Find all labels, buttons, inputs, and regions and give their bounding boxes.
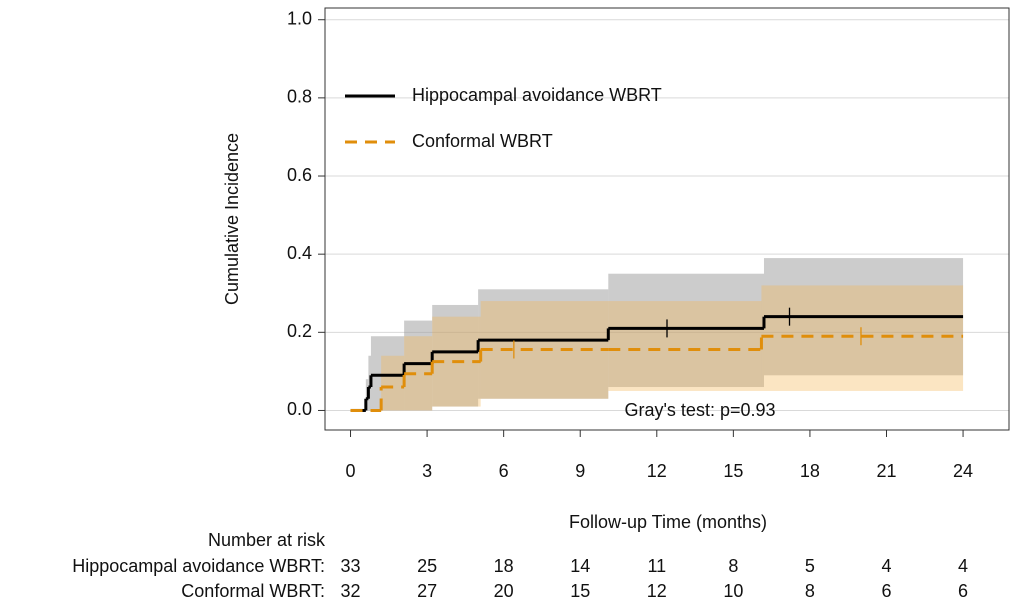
risk-count: 5 xyxy=(805,556,815,576)
risk-count: 18 xyxy=(494,556,514,576)
risk-count: 32 xyxy=(341,581,361,601)
x-tick-label: 18 xyxy=(800,461,820,481)
x-tick-label: 24 xyxy=(953,461,973,481)
y-tick-label: 0.0 xyxy=(287,399,312,419)
legend-label: Conformal WBRT xyxy=(412,131,553,151)
x-tick-label: 12 xyxy=(647,461,667,481)
plot-frame xyxy=(324,7,1010,431)
confidence-band xyxy=(381,355,405,411)
x-axis-label: Follow-up Time (months) xyxy=(569,512,767,532)
y-tick-label: 0.4 xyxy=(287,243,312,263)
risk-count: 15 xyxy=(570,581,590,601)
risk-count: 33 xyxy=(341,556,361,576)
risk-count: 14 xyxy=(570,556,590,576)
x-tick-label: 0 xyxy=(346,461,356,481)
risk-count: 27 xyxy=(417,581,437,601)
x-tick-label: 21 xyxy=(876,461,896,481)
risk-count: 6 xyxy=(881,581,891,601)
risk-count: 11 xyxy=(647,556,666,576)
confidence-band xyxy=(608,301,762,391)
confidence-band xyxy=(761,285,964,391)
confidence-band xyxy=(478,289,609,399)
risk-row-label: Conformal WBRT: xyxy=(181,581,325,601)
risk-count: 25 xyxy=(417,556,437,576)
step-curve xyxy=(350,307,964,412)
y-axis-label: Cumulative Incidence xyxy=(222,133,242,305)
confidence-band xyxy=(404,320,433,411)
y-tick-label: 0.6 xyxy=(287,165,312,185)
risk-table-title: Number at risk xyxy=(208,530,326,550)
risk-count: 10 xyxy=(723,581,743,601)
y-tick-label: 0.2 xyxy=(287,321,312,341)
risk-count: 8 xyxy=(728,556,738,576)
y-tick-label: 1.0 xyxy=(287,8,312,28)
x-tick-label: 6 xyxy=(499,461,509,481)
risk-count: 4 xyxy=(881,556,891,576)
risk-count: 6 xyxy=(958,581,968,601)
confidence-band xyxy=(432,304,479,407)
risk-count: 20 xyxy=(494,581,514,601)
risk-count: 12 xyxy=(647,581,667,601)
x-tick-label: 3 xyxy=(422,461,432,481)
annotation: Gray's test: p=0.93 xyxy=(624,400,775,420)
x-tick-label: 15 xyxy=(723,461,743,481)
y-tick-label: 0.8 xyxy=(287,87,312,107)
risk-row-label: Hippocampal avoidance WBRT: xyxy=(72,556,325,576)
confidence-band xyxy=(370,336,405,411)
confidence-band xyxy=(608,273,764,388)
step-curve xyxy=(350,327,964,412)
risk-count: 8 xyxy=(805,581,815,601)
legend-label: Hippocampal avoidance WBRT xyxy=(412,85,662,105)
x-tick-label: 9 xyxy=(575,461,585,481)
risk-count: 4 xyxy=(958,556,968,576)
